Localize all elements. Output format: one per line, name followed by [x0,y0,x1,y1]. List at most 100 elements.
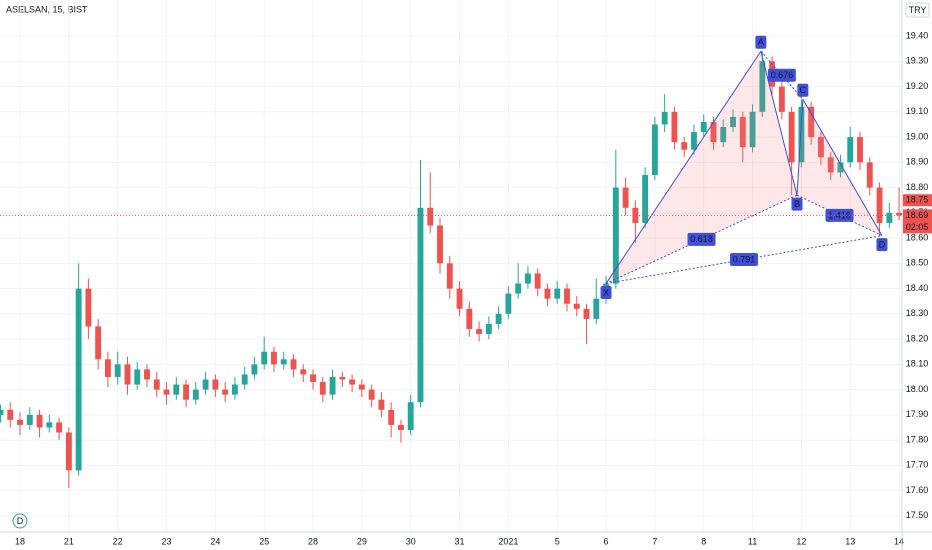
candle-body [612,187,619,284]
candle-body [720,127,727,143]
pattern-leg [605,50,762,284]
candle-body [271,351,277,365]
candle-body [124,364,131,385]
candle-body [593,298,600,319]
candle-body [104,359,111,377]
y-tick-label: 19.30 [906,56,929,66]
candle-body [46,422,53,428]
candle-body [505,293,512,314]
candle-body [671,111,678,143]
y-tick-label: 17.90 [906,409,929,419]
candle-body [847,137,854,163]
candle-body [183,384,189,400]
candle-body [65,432,72,471]
candle-body [358,384,365,390]
point-box [791,197,803,211]
candle-body [476,328,483,335]
candle-body [837,162,844,173]
x-tick-label: 6 [604,536,609,546]
candle-body [231,384,238,395]
candle-body [339,376,346,380]
candle-body [573,303,580,309]
candle-body [85,288,92,327]
candle-body [75,288,82,471]
ratio-label: 0.618 [690,234,713,244]
y-tick-label: 18.80 [906,182,929,192]
badge-circle [12,513,28,529]
candle-body [681,142,688,150]
candle-body [36,414,43,428]
candle-body [95,326,102,360]
y-tick-label: 18.10 [906,359,929,369]
point-label: A [758,37,764,47]
x-tick-label: 23 [162,536,172,546]
y-tick-label: 19.00 [906,131,929,141]
y-tick-label: 18.20 [906,333,929,343]
candle-body [202,379,209,390]
candle-body [651,124,658,175]
y-tick-label: 17.70 [906,460,929,470]
candle-body [17,419,23,425]
y-tick-label: 17.80 [906,434,929,444]
candle-body [661,111,668,125]
x-tick-label: 30 [406,536,416,546]
candle-body [749,111,756,148]
price-tag [903,209,932,234]
point-box [797,83,809,97]
candle-body [515,283,522,294]
ratio-box [767,68,796,82]
candle-body [388,409,395,425]
y-tick-label: 19.20 [906,81,929,91]
price-tag-label: 18.69 [906,210,929,220]
candle-body [544,288,551,299]
ratio-box [825,208,854,222]
candle-body [739,116,746,148]
candle-body [876,187,883,223]
candle-body [759,61,766,112]
ratio-box [730,253,759,267]
candle-body [564,288,570,304]
candle-body [144,369,150,380]
candle-body [7,409,14,420]
candle-body [222,389,229,395]
y-tick-label: 17.50 [906,510,929,520]
candle-body [485,323,492,335]
price-tag-label: 18.75 [906,195,929,205]
candle-body [378,399,385,410]
candle-body [114,364,121,377]
candle-body [886,212,893,223]
candle-body [778,86,785,112]
y-tick-label: 17.60 [906,485,929,495]
pattern-fill [606,51,798,284]
candle-body [857,137,863,163]
point-label: C [800,85,807,95]
ratio-label: 0.791 [733,254,756,264]
x-tick-label: 5 [555,536,560,546]
price-tag [903,194,932,207]
candle-body [349,379,356,385]
candle-body [319,382,326,395]
y-tick-label: 19.10 [906,106,929,116]
y-tick-label: 18.50 [906,258,929,268]
candle-body [583,308,590,319]
candle-body [866,162,873,188]
candle-body [427,207,434,226]
ratio-label: 1.416 [828,210,851,220]
candle-body [632,207,639,223]
candle-body [56,422,63,433]
point-box [600,286,612,300]
ratio-box [687,232,716,246]
candle-body [251,364,258,375]
candle-body [818,137,824,158]
candle-body [808,106,815,138]
x-tick-label: 18 [15,536,25,546]
currency-label: TRY [909,5,927,15]
pattern-leg [796,99,804,196]
candle-body [642,174,649,223]
candle-body [788,111,795,163]
y-tick-label: 18.90 [906,157,929,167]
point-box [876,238,888,252]
candle-body [446,263,453,289]
chart-title: ASELSAN, 15, BIST [6,4,88,14]
